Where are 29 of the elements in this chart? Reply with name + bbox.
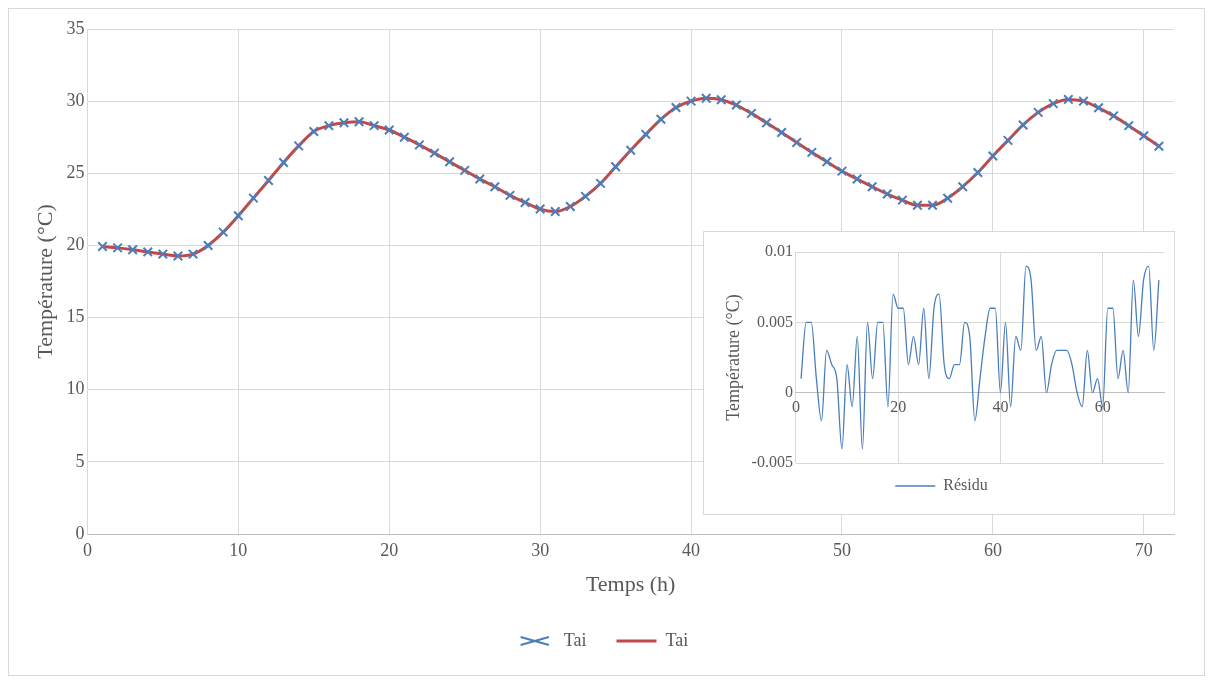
x-tick-label: 40	[682, 539, 701, 560]
x-tick-label: 20	[380, 539, 399, 560]
y-tick-label: 0	[75, 522, 85, 543]
y-tick-label: 30	[66, 89, 85, 110]
x-tick-label: 50	[832, 539, 851, 560]
x-tick-label: 10	[229, 539, 248, 560]
line-series	[800, 265, 1160, 450]
x-tick-label: 30	[531, 539, 550, 560]
y-axis-title: Température (°C)	[722, 294, 744, 421]
x-tick-label: 60	[1094, 398, 1111, 416]
y-tick-label: 20	[66, 234, 85, 255]
y-tick-label: 10	[66, 378, 85, 399]
y-tick-label: 35	[66, 17, 85, 38]
y-tick-label: -0.005	[751, 453, 793, 471]
y-tick-label: 5	[75, 450, 85, 471]
y-tick-label: 0.01	[764, 242, 793, 260]
x-tick-label: 40	[992, 398, 1009, 416]
y-tick-label: 0.005	[756, 312, 793, 330]
y-tick-label: 25	[66, 162, 85, 183]
x-axis-title: Temps (h)	[585, 570, 676, 596]
y-tick-label: 15	[66, 306, 85, 327]
legend-label: Résidu	[943, 476, 988, 494]
x-tick-label: 20	[890, 398, 907, 416]
x-tick-label: 70	[1134, 539, 1153, 560]
legend-label: Tai	[665, 629, 689, 650]
x-tick-label: 60	[983, 539, 1002, 560]
y-axis-title: Température (°C)	[31, 204, 57, 359]
y-tick-label: 0	[784, 382, 793, 400]
legend-label: Tai	[563, 629, 587, 650]
